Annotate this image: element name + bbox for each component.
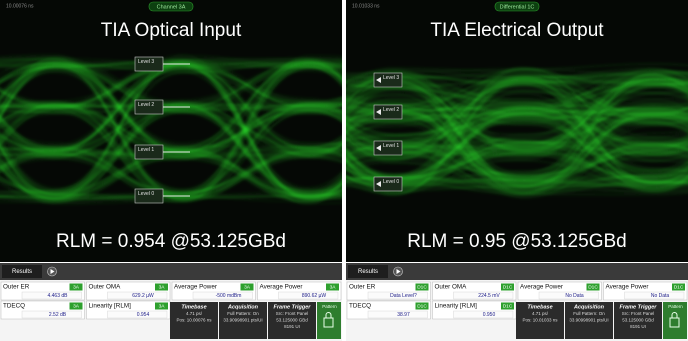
info-line: Full Pattern: On <box>227 311 259 316</box>
measurement[interactable]: TDECQ D1C 38.97 <box>347 301 431 319</box>
info-title: Acquisition <box>573 304 605 310</box>
measurement-value: Data Level? <box>390 293 417 299</box>
results-tab-label[interactable]: Results <box>12 269 32 275</box>
measurement[interactable]: Average Power D1C No Data <box>518 282 602 300</box>
level-label: Level 1 <box>383 143 399 149</box>
info-line: Full Pattern: On <box>573 311 605 316</box>
info-line: 4.71 ps/ <box>186 311 203 316</box>
channel-label: Channel 3A <box>157 4 186 10</box>
measurement-label: Average Power <box>606 284 649 291</box>
measurement[interactable]: Average Power D1C No Data <box>604 282 688 300</box>
level-label: Level 3 <box>383 75 399 81</box>
source-label: 3A <box>159 303 166 309</box>
info-line: Pos: 10.00076 ns <box>176 318 212 323</box>
info-title: Frame Trigger <box>620 304 658 310</box>
measurement-label: Linearity [RLM] <box>89 303 132 310</box>
source-label: D1C <box>588 284 598 290</box>
source-label: 3A <box>159 284 166 290</box>
source-label: 3A <box>244 284 251 290</box>
measurement-label: Average Power <box>260 284 303 291</box>
info-title: Timebase <box>181 304 206 310</box>
rlm-text: RLM = 0.95 @53.125GBd <box>407 231 626 252</box>
pattern-label: Pattern <box>322 304 337 309</box>
source-label: D1C <box>674 284 684 290</box>
info-line: 4.71 ps/ <box>532 311 549 316</box>
measurement[interactable]: Linearity [RLM] D1C 0.950 <box>433 301 517 319</box>
measurement-label: Outer ER <box>3 284 30 291</box>
source-label: 3A <box>73 284 80 290</box>
level-label: Level 0 <box>383 179 399 185</box>
measurement-value: 890.62 µW <box>302 293 327 299</box>
results-tab-label[interactable]: Results <box>358 269 378 275</box>
measurement-value: No Data <box>651 293 670 299</box>
measurement[interactable]: Outer OMA 3A 629.2 µW <box>87 282 171 300</box>
measurement-value: -500 mdBm <box>216 293 242 299</box>
panel-title: TIA Optical Input <box>101 20 242 41</box>
info-line: 33.90998901 pts/UI <box>223 318 262 323</box>
info-line: 53.125000 GBd <box>276 318 308 323</box>
pattern-label: Pattern <box>668 304 683 309</box>
panel-title: TIA Electrical Output <box>430 20 604 41</box>
timestamp: 10.01033 ns <box>352 3 380 9</box>
info-line: Pos: 10.01033 ns <box>522 318 558 323</box>
timestamp: 10.00076 ns <box>6 3 34 9</box>
measurement-value: 629.2 µW <box>132 293 154 299</box>
level-label: Level 2 <box>383 107 399 113</box>
measurement-label: Average Power <box>520 284 563 291</box>
measurement-value: 2.52 dB <box>49 312 67 318</box>
info-line: 8191 UI <box>284 324 300 329</box>
screen: 10.00076 ns Channel 3A TIA Optical Input RL… <box>0 0 688 341</box>
measurement-label: TDECQ <box>3 303 25 310</box>
level-label: Level 1 <box>138 147 154 153</box>
source-label: D1C <box>417 284 427 290</box>
level-label: Level 3 <box>138 59 154 65</box>
source-label: 3A <box>330 284 337 290</box>
info-line: 8191 UI <box>630 324 646 329</box>
level-label: Level 2 <box>138 102 154 108</box>
info-line: Src: Front Panel <box>276 311 309 316</box>
measurement[interactable]: Outer ER 3A 4.463 dB <box>1 282 85 300</box>
measurement-label: Outer OMA <box>435 284 468 291</box>
measurement-value: 0.954 <box>137 312 150 318</box>
measurement-label: Linearity [RLM] <box>435 303 478 310</box>
measurement-label: Outer OMA <box>89 284 122 291</box>
measurement-value: 0.950 <box>483 312 496 318</box>
measurement-value: No Data <box>565 293 584 299</box>
info-title: Acquisition <box>227 304 259 310</box>
info-line: Src: Front Panel <box>622 311 655 316</box>
rlm-text: RLM = 0.954 @53.125GBd <box>56 231 286 252</box>
source-label: 3A <box>73 303 80 309</box>
info-title: Timebase <box>527 304 552 310</box>
info-line: 33.90998901 pts/UI <box>569 318 608 323</box>
measurement[interactable]: TDECQ 3A 2.52 dB <box>1 301 85 319</box>
measurement[interactable]: Average Power 3A-500 mdBm <box>172 282 256 300</box>
measurement[interactable]: Linearity [RLM] 3A 0.954 <box>87 301 171 319</box>
measurement-value: 224.5 mV <box>478 293 500 299</box>
level-label: Level 0 <box>138 191 154 197</box>
measurement-label: TDECQ <box>349 303 371 310</box>
measurement-value: 4.463 dB <box>47 293 68 299</box>
measurement-value: 38.97 <box>397 312 410 318</box>
info-line: 53.125000 GBd <box>622 318 654 323</box>
source-label: D1C <box>503 303 513 309</box>
source-label: D1C <box>503 284 513 290</box>
channel-label: Differential 1C <box>500 4 535 10</box>
measurement-label: Outer ER <box>349 284 376 291</box>
measurement-label: Average Power <box>174 284 217 291</box>
info-title: Frame Trigger <box>274 304 312 310</box>
source-label: D1C <box>417 303 427 309</box>
